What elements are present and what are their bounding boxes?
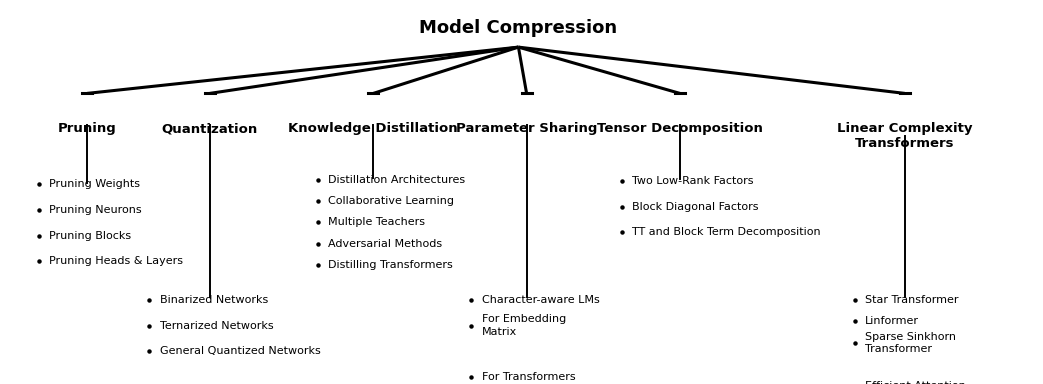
Text: Distilling Transformers: Distilling Transformers	[329, 260, 453, 270]
Text: Star Transformer: Star Transformer	[865, 295, 959, 305]
Text: For Embedding
Matrix: For Embedding Matrix	[482, 314, 566, 337]
Text: Ternarized Networks: Ternarized Networks	[160, 321, 273, 331]
Text: Pruning Weights: Pruning Weights	[49, 179, 140, 189]
Text: Sparse Sinkhorn
Transformer: Sparse Sinkhorn Transformer	[865, 332, 956, 354]
Text: For Transformers: For Transformers	[482, 372, 576, 382]
Text: General Quantized Networks: General Quantized Networks	[160, 346, 320, 356]
Text: TT and Block Term Decomposition: TT and Block Term Decomposition	[632, 227, 821, 237]
Text: Binarized Networks: Binarized Networks	[160, 295, 268, 305]
Text: Knowledge Distillation: Knowledge Distillation	[289, 122, 458, 136]
Text: Tensor Decomposition: Tensor Decomposition	[597, 122, 762, 136]
Text: Efficient Attention: Efficient Attention	[865, 381, 966, 384]
Text: Linformer: Linformer	[865, 316, 919, 326]
Text: Pruning: Pruning	[57, 122, 117, 136]
Text: Multiple Teachers: Multiple Teachers	[329, 217, 426, 227]
Text: Parameter Sharing: Parameter Sharing	[456, 122, 598, 136]
Text: Adversarial Methods: Adversarial Methods	[329, 239, 442, 249]
Text: Pruning Blocks: Pruning Blocks	[49, 231, 131, 241]
Text: Quantization: Quantization	[162, 122, 258, 136]
Text: Model Compression: Model Compression	[419, 19, 617, 37]
Text: Pruning Neurons: Pruning Neurons	[49, 205, 142, 215]
Text: Linear Complexity
Transformers: Linear Complexity Transformers	[838, 122, 972, 151]
Text: Character-aware LMs: Character-aware LMs	[482, 295, 600, 305]
Text: Distillation Architectures: Distillation Architectures	[329, 175, 465, 185]
Text: Collaborative Learning: Collaborative Learning	[329, 196, 455, 206]
Text: Block Diagonal Factors: Block Diagonal Factors	[632, 202, 758, 212]
Text: Pruning Heads & Layers: Pruning Heads & Layers	[49, 256, 184, 266]
Text: Two Low-Rank Factors: Two Low-Rank Factors	[632, 176, 753, 186]
